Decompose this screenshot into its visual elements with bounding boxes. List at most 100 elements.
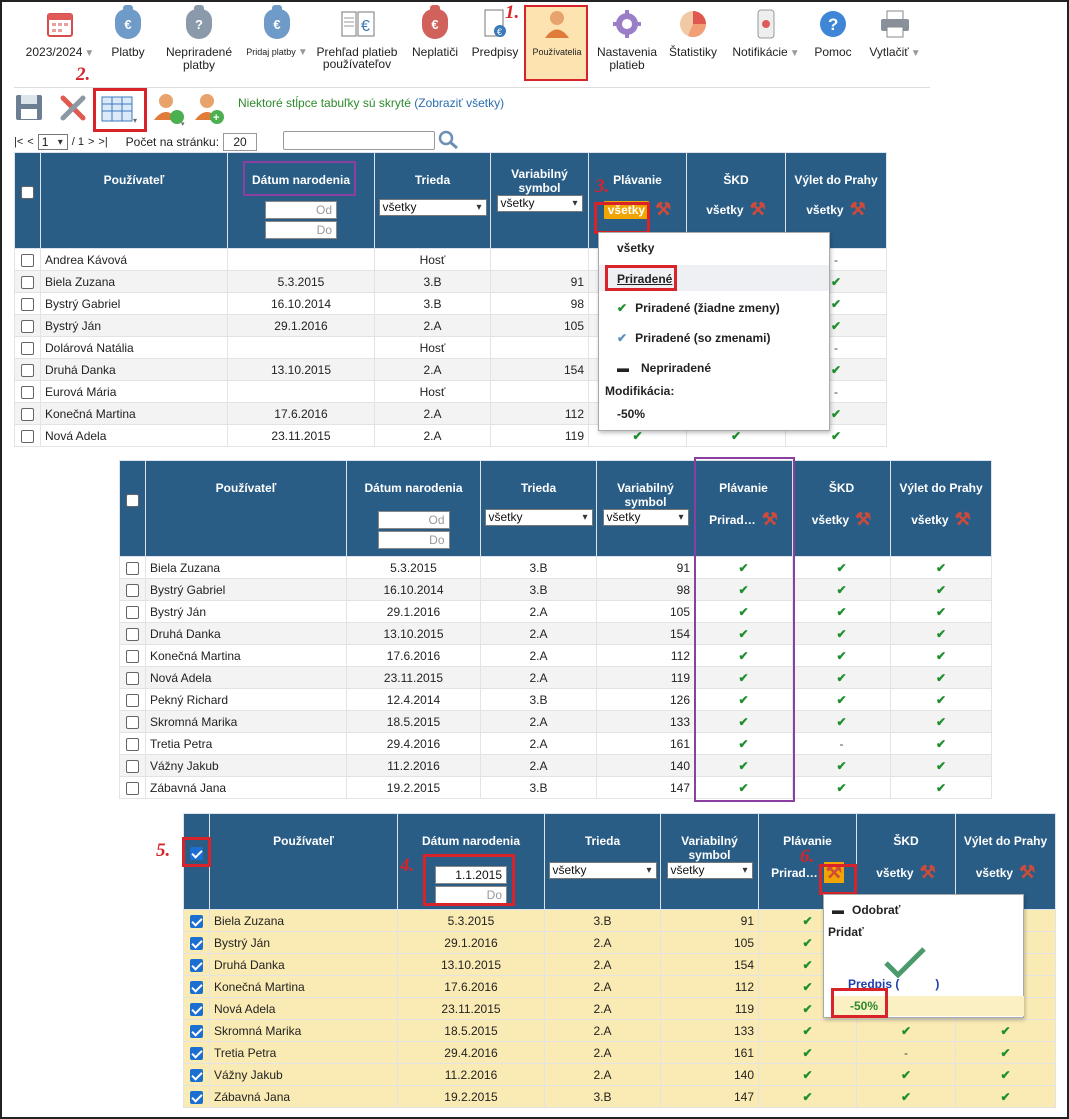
row-checkbox[interactable] [126,583,139,597]
modification-value[interactable]: -50% [617,407,646,421]
header-swim[interactable]: Plávanie Prirad… ⚒ [758,813,857,910]
toolbar-item-pouzivatelia[interactable]: Používatelia [528,8,586,59]
cell-dob[interactable]: 5.3.2015 [346,556,481,579]
row-select-cell[interactable] [119,754,146,777]
row-select-cell[interactable] [14,314,41,337]
dropdown-option[interactable]: všetky [617,241,655,255]
toolbar-item-nastavenia[interactable]: Nastavenia platieb [592,8,662,72]
cell-dob[interactable]: 19.2.2015 [346,776,481,799]
wrench-icon[interactable]: ⚒ [761,509,778,529]
search-icon[interactable] [438,130,460,153]
toolbar-item-neplatici[interactable]: € Neplatiči [410,5,460,59]
toolbar-item-notifikacie[interactable]: Notifikácie ▼ [728,8,804,60]
cell-dob[interactable]: 18.5.2015 [397,1019,545,1042]
toolbar-item-nepriradene[interactable]: ? Nepriradené platby [160,5,238,72]
cell-dob[interactable]: 5.3.2015 [397,909,545,932]
page-select[interactable]: 1 [37,134,68,150]
skd-filter-toggle[interactable]: všetky [811,512,850,527]
skd-filter-toggle[interactable]: všetky [706,202,744,217]
header-class[interactable]: Trieda všetky [544,813,661,910]
row-select-cell[interactable] [183,1041,210,1064]
header-user[interactable]: Používateľ [145,460,347,557]
dropdown-option[interactable]: ▬ Nepriradené [617,361,712,375]
row-checkbox[interactable] [190,936,203,950]
row-checkbox[interactable] [126,693,139,707]
cell-dob[interactable]: 29.4.2016 [346,732,481,755]
row-checkbox[interactable] [126,605,139,619]
row-select-cell[interactable] [14,270,41,293]
row-select-cell[interactable] [119,776,146,799]
row-select-cell[interactable] [119,644,146,667]
table-row[interactable]: Vážny Jakub 11.2.2016 2.A 140 ✔ ✔ ✔ [119,754,992,777]
select-all-cell[interactable] [119,460,146,557]
swim-filter-toggle[interactable]: Prirad… [709,512,756,527]
select-all-checkbox[interactable] [21,186,34,200]
row-checkbox[interactable] [126,627,139,641]
select-all-cell[interactable] [14,152,41,249]
remove-action[interactable]: ▬ Odobrať [832,903,901,917]
save-icon[interactable] [14,92,46,124]
row-select-cell[interactable] [183,1063,210,1086]
row-checkbox[interactable] [190,1068,203,1082]
cell-dob[interactable]: 19.2.2015 [397,1085,545,1108]
row-select-cell[interactable] [183,1085,210,1108]
skd-filter-toggle[interactable]: všetky [876,865,914,880]
table-row[interactable]: Tretia Petra 29.4.2016 2.A 161 ✔ - ✔ [119,732,992,755]
vs-filter-select[interactable]: všetky [602,509,689,526]
header-class[interactable]: Trieda všetky [480,460,597,557]
table-row[interactable]: Zábavná Jana 19.2.2015 3.B 147 ✔ ✔ ✔ [119,776,992,799]
table-row[interactable]: Pekný Richard 12.4.2014 3.B 126 ✔ ✔ ✔ [119,688,992,711]
row-checkbox[interactable] [190,914,203,928]
header-dob[interactable]: Dátum narodenia Od Do [227,152,375,249]
toolbar-item-predpisy[interactable]: € Predpisy [470,8,520,59]
row-select-cell[interactable] [183,1019,210,1042]
row-checkbox[interactable] [21,297,34,311]
dob-from-input[interactable]: 1.1.2015 [435,866,507,884]
class-filter-select[interactable]: všetky [548,862,657,879]
predpis-value[interactable]: -50% [834,996,1024,1016]
first-page-button[interactable]: |< [14,136,24,148]
user-assign-icon[interactable]: ▾ [152,92,188,128]
row-select-cell[interactable] [14,358,41,381]
predpis-option[interactable]: Predpis () [848,977,940,991]
dob-from-input[interactable]: Od [377,511,450,529]
row-select-cell[interactable] [119,622,146,645]
row-checkbox[interactable] [21,429,34,443]
row-checkbox[interactable] [21,385,34,399]
row-checkbox[interactable] [21,319,34,333]
trip-filter-toggle[interactable]: všetky [975,865,1014,880]
row-checkbox[interactable] [126,759,139,773]
cell-dob[interactable]: 11.2.2016 [397,1063,545,1086]
toolbar-item-prehlad[interactable]: € Prehľad platieb používateľov [314,8,402,70]
header-dob[interactable]: Dátum narodenia Od Do [346,460,481,557]
row-checkbox[interactable] [126,671,139,685]
cell-dob[interactable] [227,380,375,403]
toolbar-item-statistiky[interactable]: Štatistiky [666,8,720,59]
swim-filter-toggle[interactable]: Prirad… [771,865,818,880]
row-checkbox[interactable] [21,407,34,421]
table-row[interactable]: Zábavná Jana 19.2.2015 3.B 147 ✔ ✔ ✔ [183,1085,1056,1108]
row-select-cell[interactable] [14,424,41,447]
class-filter-select[interactable]: všetky [484,509,593,526]
wrench-icon[interactable]: ⚒ [749,199,766,219]
cell-dob[interactable]: 12.4.2014 [346,688,481,711]
dropdown-option-assigned[interactable]: Priradené [605,265,677,291]
row-checkbox[interactable] [126,781,139,795]
table-row[interactable]: Vážny Jakub 11.2.2016 2.A 140 ✔ ✔ ✔ [183,1063,1056,1086]
row-select-cell[interactable] [119,556,146,579]
cell-dob[interactable]: 13.10.2015 [227,358,375,381]
wrench-icon[interactable]: ⚒ [919,862,936,882]
header-user[interactable]: Používateľ [209,813,398,910]
toolbar-item-vytlacit[interactable]: Vytlačiť ▼ [864,8,926,60]
cell-dob[interactable]: 18.5.2015 [346,710,481,733]
cell-dob[interactable]: 23.11.2015 [346,666,481,689]
toolbar-item-platby[interactable]: € Platby [106,5,150,59]
cell-dob[interactable]: 13.10.2015 [397,953,545,976]
row-checkbox[interactable] [190,958,203,972]
row-checkbox[interactable] [21,275,34,289]
dob-from-input[interactable]: Od [265,201,337,219]
row-checkbox[interactable] [21,253,34,267]
